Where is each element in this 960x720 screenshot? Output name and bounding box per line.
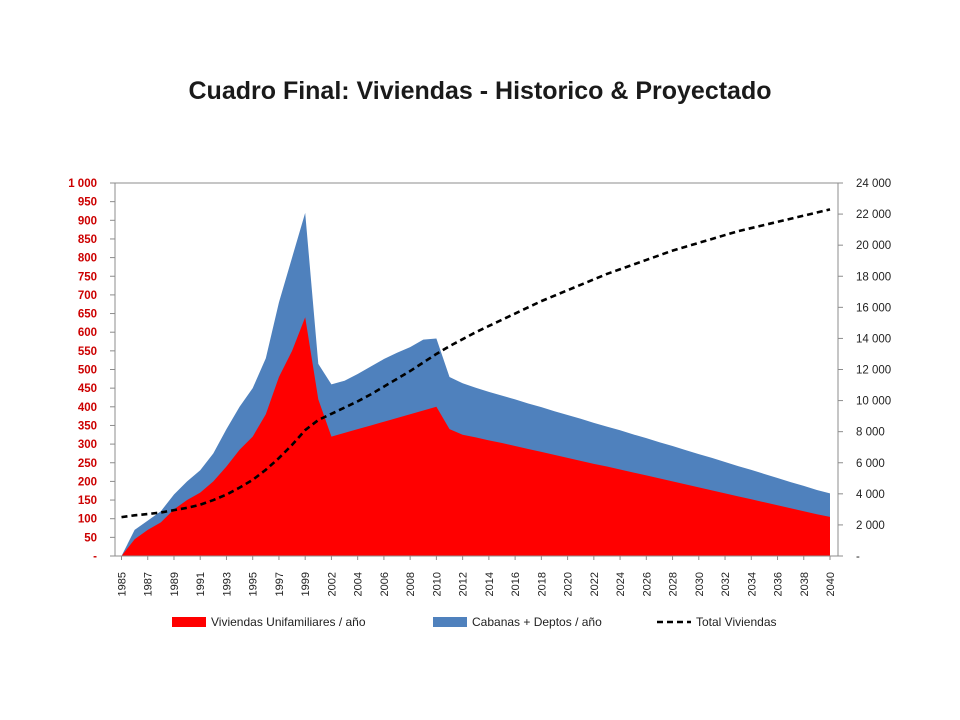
y-right-tick-label: -	[856, 551, 860, 563]
x-tick-label: 1993	[221, 572, 233, 596]
chart-title: Cuadro Final: Viviendas - Historico & Pr…	[189, 77, 772, 105]
y-left-tick-label: 50	[84, 532, 97, 544]
y-left-tick-label: 550	[78, 346, 97, 358]
y-left-tick-label: 700	[78, 290, 97, 302]
y-left-tick-label: 300	[78, 439, 97, 451]
y-left-tick-label: 400	[78, 402, 97, 414]
x-tick-label: 1999	[300, 572, 312, 596]
x-tick-label: 1995	[248, 572, 260, 596]
y-right-tick-label: 14 000	[856, 333, 891, 345]
legend-swatch	[433, 617, 467, 627]
y-left-tick-label: 350	[78, 420, 97, 432]
y-left-tick-label: 800	[78, 253, 97, 265]
x-tick-label: 1991	[195, 572, 207, 596]
x-tick-label: 2022	[589, 572, 601, 596]
legend-label: Viviendas Unifamiliares / año	[211, 615, 366, 629]
x-tick-label: 2034	[746, 572, 758, 596]
y-left-tick-label: 450	[78, 383, 97, 395]
y-right-tick-label: 6 000	[856, 458, 885, 470]
y-right-tick-label: 24 000	[856, 178, 891, 190]
y-right-tick-label: 8 000	[856, 427, 885, 439]
y-left-tick-label: 650	[78, 309, 97, 321]
y-left-tick-label: 500	[78, 365, 97, 377]
x-tick-label: 2032	[720, 572, 732, 596]
x-tick-label: 2002	[326, 572, 338, 596]
y-right-tick-label: 20 000	[856, 240, 891, 252]
x-tick-label: 2026	[641, 572, 653, 596]
x-tick-label: 2036	[773, 572, 785, 596]
y-right-tick-label: 18 000	[856, 271, 891, 283]
y-left-tick-label: 900	[78, 215, 97, 227]
legend-label: Cabanas + Deptos / año	[472, 615, 602, 629]
x-tick-label: 2010	[431, 572, 443, 596]
y-left-tick-label: 250	[78, 458, 97, 470]
y-right-tick-label: 22 000	[856, 209, 891, 221]
x-tick-label: 2024	[615, 572, 627, 596]
plot-area: - 50 100 150 200 250 300 350 400 450 500 550 600 650 7…	[68, 178, 891, 596]
x-tick-label: 1997	[274, 572, 286, 596]
x-tick-label: 2018	[536, 572, 548, 596]
x-tick-label: 2008	[405, 572, 417, 596]
y-left-tick-label: 600	[78, 327, 97, 339]
legend-label: Total Viviendas	[696, 615, 777, 629]
y-left-tick-label: 100	[78, 514, 97, 526]
area-viviendas-unifamiliares	[121, 317, 830, 556]
x-tick-label: 2014	[484, 572, 496, 596]
y-right-tick-label: 4 000	[856, 489, 885, 501]
y-left-tick-label: 950	[78, 197, 97, 209]
y-right-tick-label: 10 000	[856, 396, 891, 408]
y-left-tick-label: -	[93, 551, 97, 563]
x-tick-label: 2028	[668, 572, 680, 596]
x-tick-label: 2038	[799, 572, 811, 596]
x-tick-label: 1989	[169, 572, 181, 596]
y-right-tick-label: 16 000	[856, 302, 891, 314]
y-right-tick-label: 2 000	[856, 520, 885, 532]
y-left-tick-label: 200	[78, 476, 97, 488]
y-left-tick-label: 1 000	[68, 178, 97, 190]
x-tick-label: 1985	[117, 572, 129, 596]
x-tick-label: 2040	[825, 572, 837, 596]
y-left-tick-label: 150	[78, 495, 97, 507]
x-tick-label: 2016	[510, 572, 522, 596]
legend-swatch	[172, 617, 206, 627]
legend: Viviendas Unifamiliares / año Cabanas + D…	[172, 615, 777, 629]
x-tick-label: 2006	[379, 572, 391, 596]
x-tick-label: 2030	[694, 572, 706, 596]
x-tick-label: 2012	[458, 572, 470, 596]
y-right-tick-label: 12 000	[856, 365, 891, 377]
y-left-tick-label: 750	[78, 271, 97, 283]
line-total-viviendas	[121, 208, 831, 519]
y-left-tick-label: 850	[78, 234, 97, 246]
x-tick-label: 2020	[563, 572, 575, 596]
x-tick-label: 2004	[353, 572, 365, 596]
x-tick-label: 1987	[143, 572, 155, 596]
